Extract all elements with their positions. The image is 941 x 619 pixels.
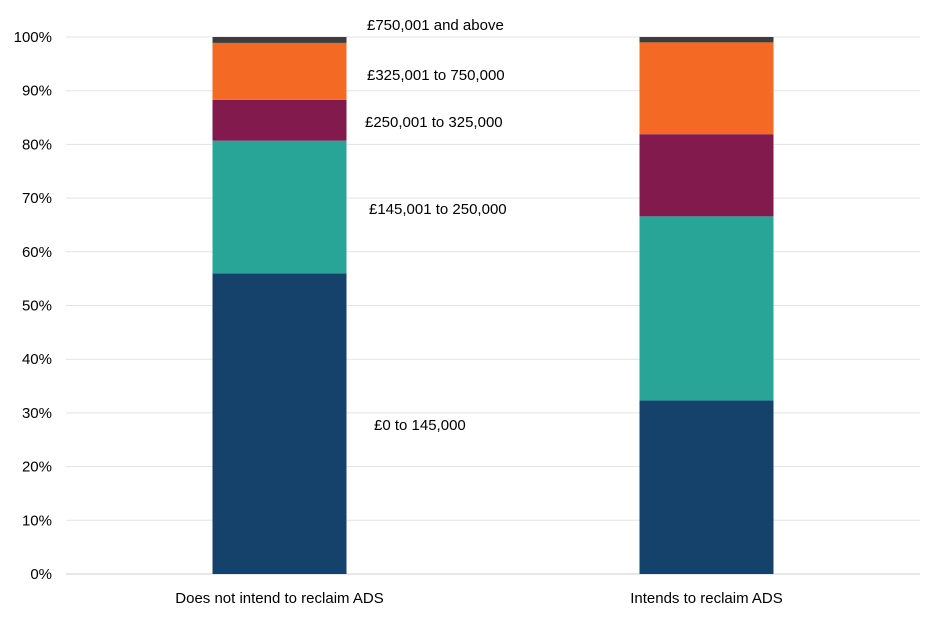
bar-segment [639, 216, 774, 401]
bar-segment [639, 400, 774, 574]
series-label: £0 to 145,000 [374, 417, 466, 434]
gridlines [66, 36, 920, 575]
y-tick-label: 50% [22, 298, 52, 315]
y-axis-ticks: 0% 10% 20% 30% 40% 50% 60% 70% 80% 90% 100% [14, 29, 52, 583]
bar-segment [639, 37, 774, 43]
bar-segment [212, 140, 347, 274]
y-tick-label: 40% [22, 351, 52, 368]
bars [212, 37, 774, 574]
x-axis-categories: Does not intend to reclaim ADS Intends to… [175, 590, 783, 607]
series-label: £325,001 to 750,000 [367, 67, 505, 84]
bar-segment [212, 42, 347, 100]
y-tick-label: 100% [14, 29, 52, 46]
y-tick-label: 10% [22, 512, 52, 529]
x-category-label: Does not intend to reclaim ADS [175, 590, 383, 607]
bar-segment [639, 134, 774, 217]
y-tick-label: 70% [22, 190, 52, 207]
bar-segment [639, 42, 774, 135]
y-tick-label: 90% [22, 83, 52, 100]
series-label: £250,001 to 325,000 [365, 114, 503, 131]
segment-labels: £0 to 145,000 £145,001 to 250,000 £250,001… [365, 17, 507, 434]
series-label: £145,001 to 250,000 [369, 201, 507, 218]
y-tick-label: 0% [30, 566, 52, 583]
bar-segment [212, 99, 347, 141]
y-tick-label: 30% [22, 405, 52, 422]
bar-segment [212, 273, 347, 574]
y-tick-label: 60% [22, 244, 52, 261]
y-tick-label: 80% [22, 136, 52, 153]
series-label: £750,001 and above [367, 17, 504, 34]
bar-segment [212, 37, 347, 43]
x-category-label: Intends to reclaim ADS [630, 590, 783, 607]
y-tick-label: 20% [22, 459, 52, 476]
